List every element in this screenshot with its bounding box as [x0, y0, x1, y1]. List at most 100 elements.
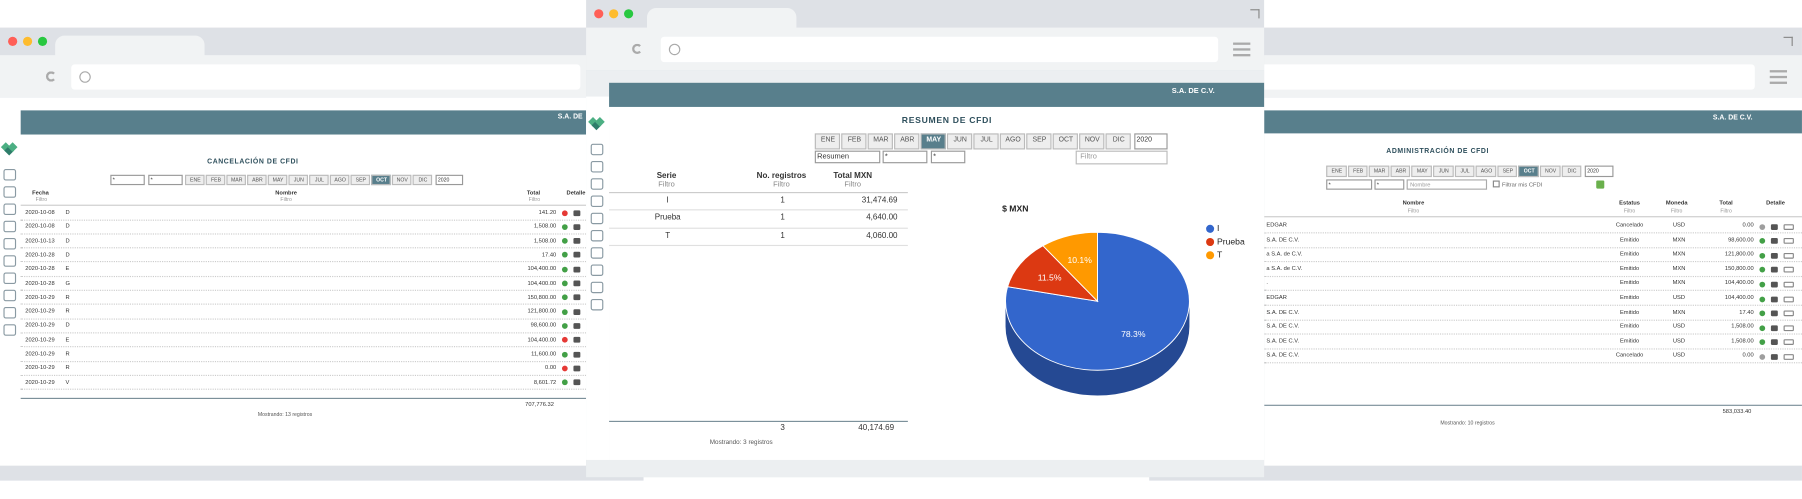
month-button[interactable]	[205, 174, 226, 186]
menu-icon[interactable]	[1769, 75, 1788, 79]
month-label[interactable]: DIC	[418, 176, 428, 183]
month-button[interactable]	[841, 133, 867, 150]
month-button[interactable]	[309, 174, 329, 186]
month-label[interactable]: MAY	[926, 137, 942, 145]
detail-button[interactable]	[1783, 296, 1794, 302]
nav-icon[interactable]	[3, 272, 17, 285]
month-label[interactable]: AGO	[334, 176, 346, 183]
select[interactable]	[930, 150, 966, 164]
nav-button[interactable]	[29, 71, 39, 81]
print-button[interactable]	[1770, 267, 1778, 273]
nav-button[interactable]	[615, 44, 625, 54]
print-button[interactable]	[1770, 223, 1778, 230]
month-label[interactable]: FEB	[847, 137, 862, 145]
nav-icon[interactable]	[590, 195, 604, 207]
nav-button[interactable]	[598, 44, 608, 54]
select[interactable]	[110, 174, 145, 186]
select-label[interactable]: Resumen	[817, 152, 850, 161]
month-button[interactable]	[920, 133, 946, 150]
month-button[interactable]	[1475, 165, 1497, 178]
nav-icon[interactable]	[3, 238, 17, 250]
select-label[interactable]: *	[150, 176, 153, 184]
month-button[interactable]	[1539, 165, 1561, 178]
month-label[interactable]: ENE	[190, 176, 201, 183]
print-button[interactable]	[573, 266, 581, 273]
print-button[interactable]	[1770, 310, 1778, 317]
menu-icon[interactable]	[1769, 70, 1788, 73]
month-label[interactable]: SEP	[355, 176, 367, 183]
print-button[interactable]	[1770, 339, 1778, 346]
search-input[interactable]	[1075, 150, 1168, 165]
month-label[interactable]: JUN	[953, 137, 967, 145]
name-input[interactable]	[1406, 179, 1488, 190]
month-button[interactable]	[1497, 165, 1518, 178]
month-label[interactable]: DIC	[1112, 137, 1125, 145]
nav-icon[interactable]	[3, 186, 17, 198]
month-button[interactable]	[288, 174, 308, 186]
address-bar[interactable]	[71, 64, 581, 90]
month-button[interactable]	[1518, 165, 1539, 178]
select[interactable]	[882, 150, 928, 164]
month-label[interactable]: NOV	[396, 176, 408, 183]
nav-icon[interactable]	[3, 203, 17, 216]
year-select[interactable]	[1584, 165, 1614, 178]
menu-icon[interactable]	[1233, 54, 1251, 57]
nav-icon[interactable]	[590, 298, 604, 311]
month-button[interactable]	[1368, 165, 1390, 178]
month-label[interactable]: MAR	[230, 176, 243, 183]
month-label[interactable]: JUL	[980, 137, 993, 145]
nav-button[interactable]	[632, 43, 643, 55]
address-bar[interactable]	[660, 36, 1219, 63]
month-label[interactable]: FEB	[1353, 168, 1364, 174]
month-button[interactable]	[1079, 133, 1105, 150]
print-button[interactable]	[573, 223, 581, 230]
month-label[interactable]: JUL	[1460, 168, 1470, 174]
month-label[interactable]: ABR	[1395, 168, 1407, 174]
month-label[interactable]: NOV	[1084, 137, 1100, 145]
month-label[interactable]: OCT	[376, 176, 387, 183]
detail-button[interactable]	[1783, 281, 1794, 288]
print-button[interactable]	[573, 294, 581, 301]
year-label[interactable]: 2020	[1136, 137, 1152, 145]
checkbox[interactable]	[1492, 180, 1500, 188]
select[interactable]	[814, 150, 881, 164]
month-label[interactable]: NOV	[1544, 168, 1557, 174]
print-button[interactable]	[573, 351, 581, 358]
nav-icon[interactable]	[590, 229, 604, 242]
detail-button[interactable]	[1783, 267, 1794, 273]
month-label[interactable]: JUN	[1438, 168, 1449, 174]
select-label[interactable]: *	[112, 176, 115, 184]
year-label[interactable]: 2020	[1587, 168, 1599, 174]
print-button[interactable]	[573, 365, 581, 372]
detail-button[interactable]	[1783, 354, 1794, 360]
month-label[interactable]: JUL	[314, 176, 325, 183]
month-button[interactable]	[999, 133, 1026, 150]
month-label[interactable]: FEB	[211, 176, 222, 183]
month-button[interactable]	[814, 133, 841, 150]
print-button[interactable]	[573, 308, 581, 315]
nav-icon[interactable]	[3, 169, 17, 181]
month-button[interactable]	[1561, 165, 1582, 178]
detail-button[interactable]	[1783, 310, 1794, 317]
print-button[interactable]	[1770, 354, 1778, 360]
select-label[interactable]: *	[1376, 181, 1379, 188]
month-label[interactable]: MAY	[1416, 168, 1428, 174]
nav-icon[interactable]	[590, 143, 604, 156]
column-filter[interactable]: Filtro	[773, 180, 790, 189]
nav-icon[interactable]	[3, 289, 17, 302]
print-button[interactable]	[1770, 238, 1778, 244]
detail-button[interactable]	[1783, 339, 1794, 346]
nav-icon[interactable]	[590, 212, 604, 225]
print-button[interactable]	[573, 238, 581, 244]
menu-icon[interactable]	[1769, 81, 1788, 84]
column-filter[interactable]: Filtro	[1720, 208, 1732, 215]
detail-button[interactable]	[1783, 325, 1794, 331]
month-button[interactable]	[247, 174, 267, 186]
excel-button[interactable]	[1596, 180, 1605, 189]
month-label[interactable]: DIC	[1567, 168, 1577, 174]
column-filter[interactable]: Filtro	[35, 196, 48, 203]
month-button[interactable]	[1326, 165, 1347, 178]
month-label[interactable]: JUN	[293, 176, 304, 183]
print-button[interactable]	[573, 280, 581, 287]
column-filter[interactable]: Filtro	[1407, 208, 1420, 215]
